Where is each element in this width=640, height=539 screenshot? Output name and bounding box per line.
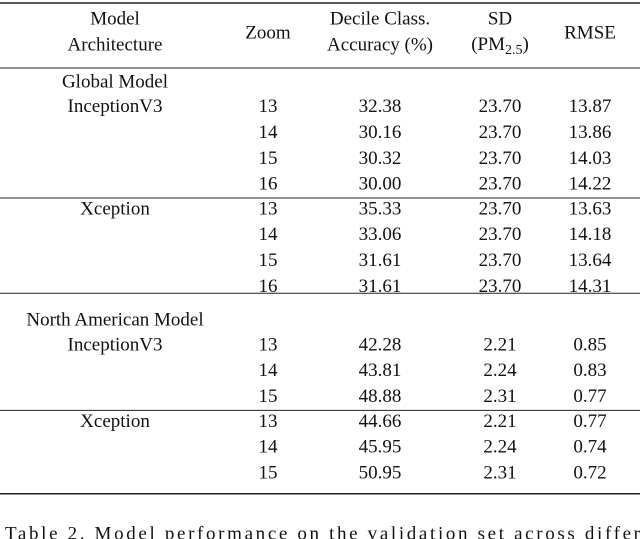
- cell: 30.32: [359, 148, 402, 169]
- header-cell: Zoom: [245, 22, 291, 43]
- header-cell: Decile Class.: [330, 8, 430, 29]
- cell: 0.85: [573, 334, 606, 355]
- header-cell: RMSE: [564, 22, 616, 43]
- cell: 14: [259, 437, 279, 458]
- cell: 2.31: [483, 386, 516, 407]
- cell: 30.16: [359, 122, 402, 143]
- group-title: Global Model: [62, 71, 168, 92]
- cell: 23.70: [479, 96, 522, 117]
- cell: 0.72: [573, 462, 606, 483]
- cell: 13: [259, 334, 278, 355]
- cell: 14: [259, 360, 279, 381]
- cell: 23.70: [479, 122, 522, 143]
- header-cell: Architecture: [68, 34, 163, 55]
- cell: 2.24: [483, 360, 517, 381]
- cell: 44.66: [359, 411, 402, 432]
- cell: 23.70: [479, 250, 522, 271]
- header-cell: SD: [488, 8, 512, 29]
- header-text: ): [522, 34, 528, 55]
- cell: 0.77: [573, 411, 606, 432]
- cell: 13: [259, 198, 278, 219]
- cell: 13.86: [569, 122, 612, 143]
- cell: 2.21: [483, 334, 516, 355]
- cell: 14.18: [569, 224, 612, 245]
- cell: 15: [259, 148, 278, 169]
- header-cell: (PM2.5): [471, 34, 529, 58]
- cell: 14.03: [569, 148, 612, 169]
- cell: 50.95: [359, 462, 402, 483]
- cell: 2.21: [483, 411, 516, 432]
- cell: 43.81: [359, 360, 402, 381]
- cell: 0.77: [573, 386, 606, 407]
- cell: 15: [259, 462, 278, 483]
- cell: 13: [259, 411, 278, 432]
- cell: 31.61: [359, 276, 402, 297]
- cell: 15: [259, 386, 278, 407]
- cell: 23.70: [479, 198, 522, 219]
- cell: 13.87: [569, 96, 612, 117]
- cell: 2.31: [483, 462, 516, 483]
- cell: 0.83: [573, 360, 606, 381]
- caption: Table 2. Model performance on the valida…: [5, 523, 640, 539]
- group-title: North American Model: [26, 310, 203, 331]
- cell: 42.28: [359, 334, 402, 355]
- cell: 23.70: [479, 276, 522, 297]
- cell: 13: [259, 96, 278, 117]
- cell: 13.63: [569, 198, 612, 219]
- cell: 32.38: [359, 96, 402, 117]
- cell: 45.95: [359, 437, 402, 458]
- header-cell: Accuracy (%): [327, 34, 433, 55]
- cell: 23.70: [479, 174, 522, 195]
- model-name: Xception: [80, 198, 150, 219]
- cell: 48.88: [359, 386, 402, 407]
- cell: 2.24: [483, 437, 517, 458]
- cell: 14.22: [569, 174, 612, 195]
- cell: 16: [259, 276, 278, 297]
- cell: 14.31: [569, 276, 612, 297]
- cell: 16: [259, 174, 278, 195]
- cell: 14: [259, 224, 279, 245]
- header-cell: Model: [90, 8, 140, 29]
- model-name: InceptionV3: [68, 334, 163, 355]
- cell: 30.00: [359, 174, 402, 195]
- cell: 23.70: [479, 148, 522, 169]
- header-text: (PM: [471, 34, 505, 55]
- cell: 31.61: [359, 250, 402, 271]
- model-name: InceptionV3: [68, 96, 163, 117]
- cell: 35.33: [359, 198, 402, 219]
- header-subscript: 2.5: [505, 43, 523, 58]
- cell: 14: [259, 122, 279, 143]
- cell: 13.64: [569, 250, 612, 271]
- cell: 0.74: [573, 437, 607, 458]
- cell: 33.06: [359, 224, 402, 245]
- cell: 15: [259, 250, 278, 271]
- model-name: Xception: [80, 411, 150, 432]
- cell: 23.70: [479, 224, 522, 245]
